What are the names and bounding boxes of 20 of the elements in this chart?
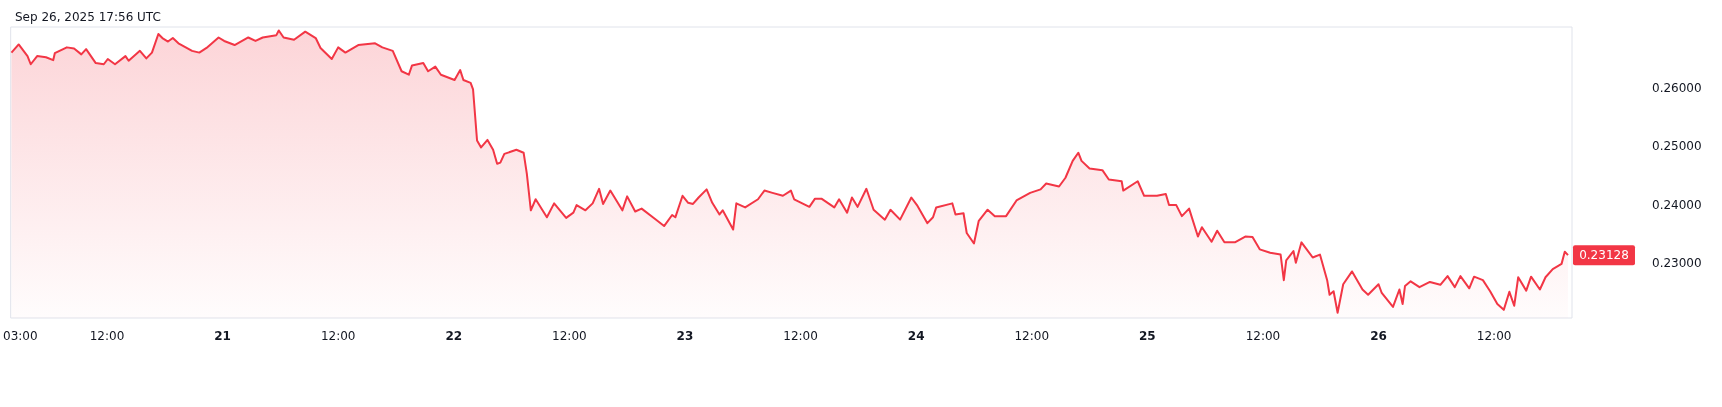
x-tick-label: 12:00 xyxy=(552,329,587,343)
y-tick-label: 0.23000 xyxy=(1652,255,1702,270)
x-tick-label: 21 xyxy=(214,329,231,343)
x-tick-label: 12:00 xyxy=(1014,329,1050,343)
x-tick-label: 23 xyxy=(676,329,694,343)
annotation: 0.23128 xyxy=(1579,248,1629,263)
x-tick-label: 12:00 xyxy=(89,329,125,343)
x-tick-label: 25 xyxy=(1139,329,1156,343)
chart-title: Sep 26, 2025 17:56 UTC xyxy=(15,10,161,24)
x-tick-label: 12:00 xyxy=(320,329,356,343)
x-tick-label: 22 xyxy=(445,329,463,343)
y-tick-label: 0.24000 xyxy=(1652,197,1702,212)
x-tick-label: 03:00 xyxy=(2,329,38,343)
y-tick-label: 0.26000 xyxy=(1652,81,1702,96)
x-tick-label: 12:00 xyxy=(1245,329,1281,343)
x-tick-label: 26 xyxy=(1370,329,1387,343)
x-tick-label: 12:00 xyxy=(1476,329,1512,343)
y-tick-label: 0.25000 xyxy=(1652,139,1702,154)
x-tick-label: 12:00 xyxy=(783,329,818,343)
x-tick-label: 24 xyxy=(907,329,925,343)
